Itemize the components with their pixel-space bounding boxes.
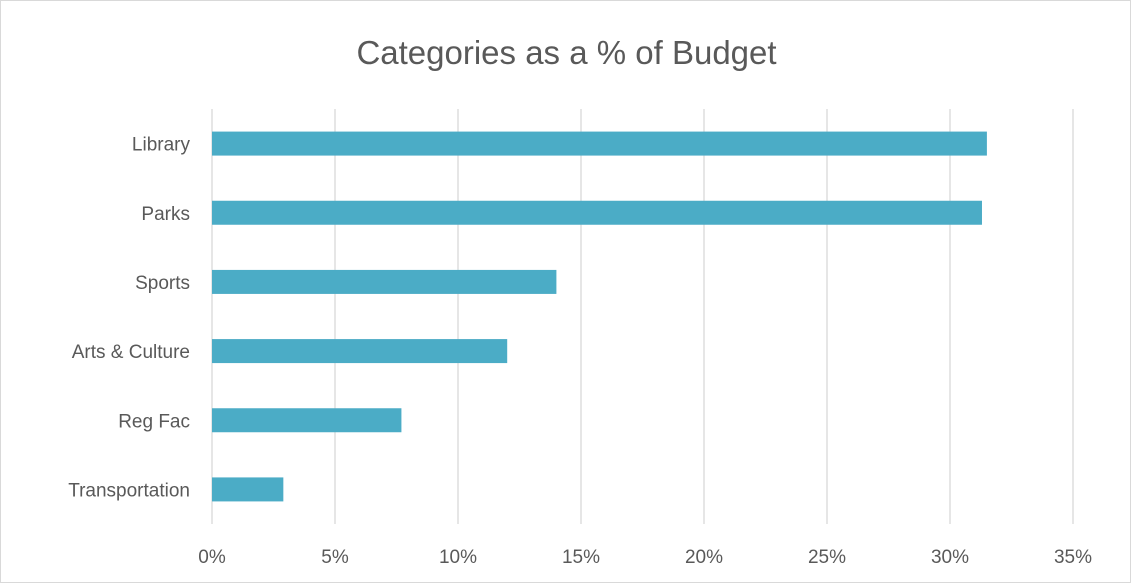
bar-library xyxy=(212,131,987,156)
category-label: Arts & Culture xyxy=(72,342,190,363)
x-tick-label: 15% xyxy=(562,547,600,568)
gridlines xyxy=(211,109,1074,524)
bar-arts-culture xyxy=(212,339,508,364)
bar-reg-fac xyxy=(212,408,402,433)
x-tick-label: 5% xyxy=(321,547,349,568)
category-label: Sports xyxy=(135,273,190,294)
bars xyxy=(212,131,987,502)
bar-parks xyxy=(212,200,982,225)
x-tick-label: 0% xyxy=(198,547,226,568)
x-tick-labels: 0% 5% 10% 15% 20% 25% 30% 35% xyxy=(198,547,1092,568)
category-labels: Library Parks Sports Arts & Culture Reg Fac T… xyxy=(68,135,190,502)
category-label: Reg Fac xyxy=(118,411,190,432)
category-label: Parks xyxy=(141,204,190,225)
x-tick-label: 10% xyxy=(439,547,477,568)
x-tick-label: 20% xyxy=(685,547,723,568)
x-tick-label: 30% xyxy=(931,547,969,568)
category-label: Transportation xyxy=(68,480,190,501)
category-label: Library xyxy=(132,135,191,156)
bar-transportation xyxy=(212,477,284,502)
x-tick-label: 35% xyxy=(1054,547,1092,568)
x-tick-label: 25% xyxy=(808,547,846,568)
chart-title: Categories as a % of Budget xyxy=(356,34,777,71)
bar-sports xyxy=(212,269,557,294)
